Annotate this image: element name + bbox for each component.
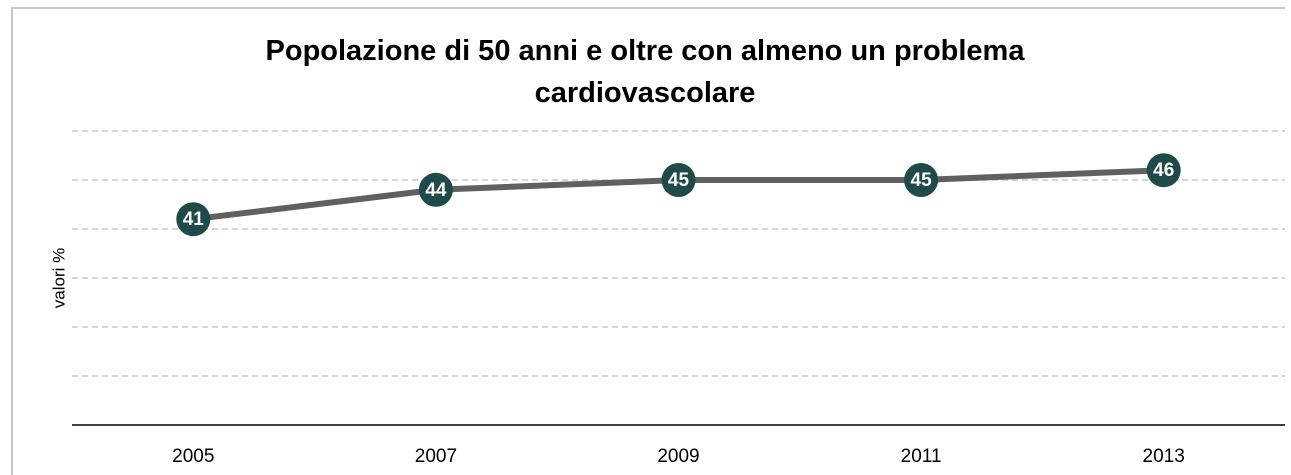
data-label: 45	[911, 170, 933, 191]
marker	[904, 163, 939, 197]
x-tick-label: 2011	[901, 446, 942, 467]
marker	[418, 172, 453, 207]
data-label: 41	[183, 209, 205, 230]
frame	[11, 7, 1285, 475]
x-tick-label: 2005	[172, 446, 214, 467]
chart-title: Popolazione di 50 anni e oltre con almen…	[265, 35, 1025, 109]
x-tick-label: 2013	[1143, 446, 1185, 467]
marker	[661, 163, 696, 197]
marker	[1146, 153, 1181, 188]
y-axis-label: valori %	[49, 248, 68, 308]
data-label: 44	[425, 180, 447, 201]
marker	[176, 202, 211, 237]
data-label: 46	[1153, 160, 1174, 181]
x-tick-label: 2009	[657, 446, 699, 467]
data-label: 45	[668, 170, 690, 191]
x-tick-label: 2007	[415, 446, 457, 467]
